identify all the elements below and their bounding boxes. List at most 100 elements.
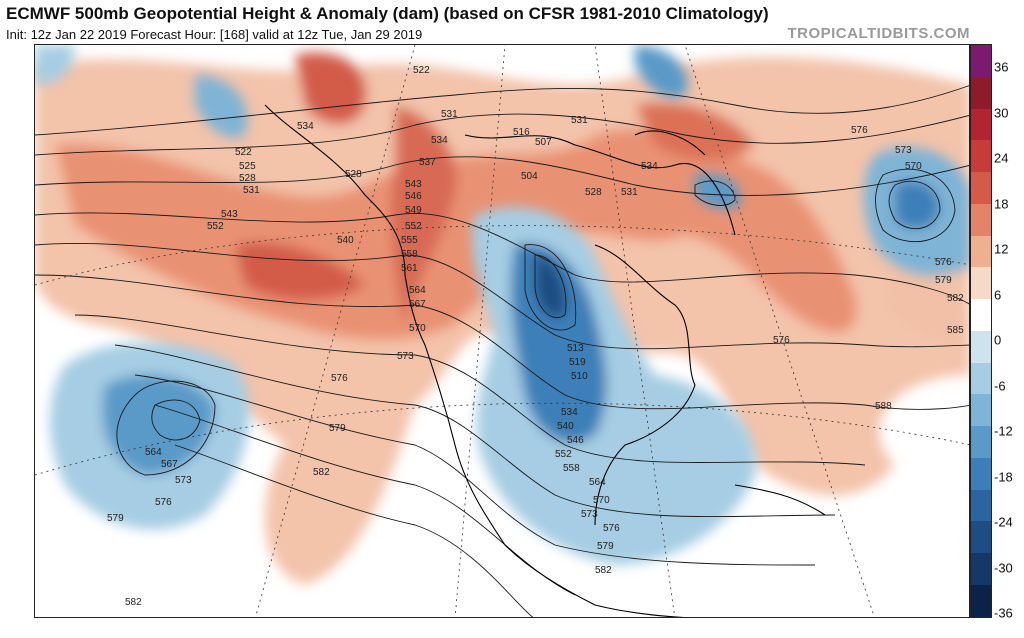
colorbar-swatch — [971, 521, 991, 554]
colorbar-tick-label: -12 — [994, 423, 1013, 439]
svg-text:588: 588 — [875, 401, 892, 412]
svg-text:579: 579 — [935, 275, 952, 286]
svg-text:576: 576 — [851, 125, 868, 136]
colorbar-swatch — [971, 108, 991, 141]
colorbar-tick-label: -36 — [994, 605, 1013, 621]
svg-text:573: 573 — [175, 475, 192, 486]
svg-text:531: 531 — [441, 109, 458, 120]
svg-text:567: 567 — [161, 459, 178, 470]
svg-text:561: 561 — [401, 263, 418, 274]
colorbar — [970, 44, 992, 618]
svg-text:576: 576 — [331, 373, 348, 384]
svg-text:528: 528 — [345, 169, 362, 180]
contour-labels: 522 522 525 528 531 534 528 531 534 537 … — [107, 65, 964, 608]
colorbar-swatch — [971, 330, 991, 363]
svg-text:531: 531 — [243, 185, 260, 196]
colorbar-swatch — [971, 172, 991, 204]
svg-text:564: 564 — [589, 477, 606, 488]
svg-text:546: 546 — [405, 191, 422, 202]
svg-text:531: 531 — [621, 187, 638, 198]
svg-text:573: 573 — [895, 145, 912, 156]
svg-text:558: 558 — [563, 463, 580, 474]
svg-text:534: 534 — [431, 135, 448, 146]
svg-text:576: 576 — [603, 523, 620, 534]
chart-subtitle: Init: 12z Jan 22 2019 Forecast Hour: [16… — [6, 27, 423, 42]
svg-text:516: 516 — [513, 127, 530, 138]
colorbar-swatch — [971, 235, 991, 268]
svg-text:576: 576 — [935, 257, 952, 268]
svg-text:528: 528 — [585, 187, 602, 198]
chart-title: ECMWF 500mb Geopotential Height & Anomal… — [6, 4, 769, 23]
svg-text:522: 522 — [413, 65, 430, 76]
svg-text:549: 549 — [405, 205, 422, 216]
colorbar-tick-label: 36 — [994, 59, 1009, 75]
svg-text:579: 579 — [107, 513, 124, 524]
svg-text:528: 528 — [239, 173, 256, 184]
colorbar-tick-label: 12 — [994, 241, 1009, 257]
svg-text:534: 534 — [641, 161, 658, 172]
svg-text:525: 525 — [239, 161, 256, 172]
colorbar-swatch — [971, 140, 991, 173]
colorbar-swatch — [971, 267, 991, 300]
colorbar-tick-label: 6 — [994, 287, 1002, 302]
svg-text:555: 555 — [401, 235, 418, 246]
svg-text:552: 552 — [555, 449, 572, 460]
svg-text:558: 558 — [401, 249, 418, 260]
colorbar-swatch — [971, 585, 991, 617]
svg-text:513: 513 — [567, 343, 584, 354]
colorbar-tick-label: 30 — [994, 105, 1009, 120]
svg-text:534: 534 — [297, 121, 314, 132]
colorbar-tick-label: 18 — [994, 196, 1009, 211]
brand-watermark: TROPICALTIDBITS.COM — [787, 25, 970, 42]
colorbar-swatch — [971, 362, 991, 395]
svg-text:510: 510 — [571, 371, 588, 382]
svg-text:543: 543 — [405, 179, 422, 190]
svg-text:537: 537 — [419, 157, 436, 168]
svg-text:519: 519 — [569, 357, 586, 368]
svg-text:582: 582 — [595, 565, 612, 576]
svg-text:576: 576 — [773, 335, 790, 346]
colorbar-tick-label: 0 — [994, 332, 1002, 348]
colorbar-tick-label: -6 — [994, 378, 1006, 393]
colorbar-swatch — [971, 76, 991, 109]
svg-text:546: 546 — [567, 435, 584, 446]
colorbar-swatch — [971, 489, 991, 522]
colorbar-swatch — [971, 45, 991, 77]
svg-text:564: 564 — [145, 447, 162, 458]
coastlines — [264, 104, 826, 617]
colorbar-swatch — [971, 394, 991, 427]
svg-text:552: 552 — [405, 221, 422, 232]
svg-text:507: 507 — [535, 137, 552, 148]
svg-text:504: 504 — [521, 171, 538, 182]
svg-text:585: 585 — [947, 325, 964, 336]
svg-text:522: 522 — [235, 147, 252, 158]
svg-text:576: 576 — [155, 497, 172, 508]
svg-text:573: 573 — [581, 509, 598, 520]
svg-text:540: 540 — [557, 421, 574, 432]
svg-text:540: 540 — [337, 235, 354, 246]
colorbar-ticks: 36 30 24 18 12 6 0 -6 -12 -18 -24 -30 -36 — [994, 44, 1024, 621]
svg-text:573: 573 — [397, 351, 414, 362]
lat-lon-grid — [35, 45, 969, 617]
svg-text:582: 582 — [125, 597, 142, 608]
height-contours — [35, 85, 969, 617]
svg-text:582: 582 — [947, 293, 964, 304]
colorbar-swatch — [971, 553, 991, 586]
svg-text:567: 567 — [409, 299, 426, 310]
svg-text:582: 582 — [313, 467, 330, 478]
svg-text:579: 579 — [329, 423, 346, 434]
colorbar-swatch — [971, 203, 991, 236]
colorbar-tick-label: -24 — [994, 514, 1013, 530]
svg-text:579: 579 — [597, 541, 614, 552]
map-canvas: 522 522 525 528 531 534 528 531 534 537 … — [35, 45, 969, 617]
svg-text:552: 552 — [207, 221, 224, 232]
colorbar-tick-label: 24 — [994, 150, 1009, 166]
svg-text:570: 570 — [905, 161, 922, 172]
colorbar-swatch — [971, 299, 991, 331]
svg-text:543: 543 — [221, 209, 238, 220]
colorbar-swatch — [971, 457, 991, 490]
colorbar-swatch — [971, 426, 991, 458]
colorbar-tick-label: -18 — [994, 469, 1013, 484]
svg-text:570: 570 — [409, 323, 426, 334]
svg-text:564: 564 — [409, 285, 426, 296]
